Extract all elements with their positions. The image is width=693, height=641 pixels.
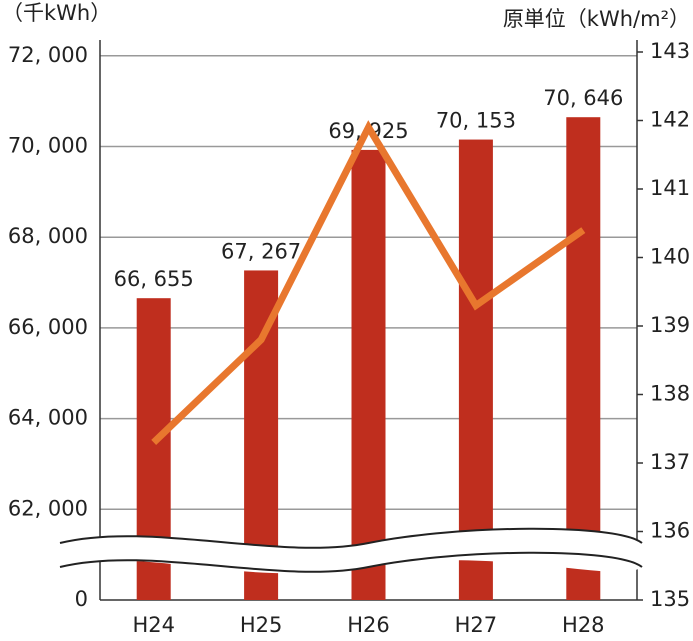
y-tick-label: 0 bbox=[75, 587, 88, 611]
bar bbox=[351, 149, 386, 600]
y-tick-label: 64, 000 bbox=[8, 406, 88, 430]
y-tick-label: 66, 000 bbox=[8, 315, 88, 339]
line-series bbox=[151, 120, 586, 445]
y2-tick-label: 141 bbox=[650, 176, 690, 200]
x-tick-label: H27 bbox=[455, 613, 498, 637]
y-tick-label: 62, 000 bbox=[8, 496, 88, 520]
axis-break-edge bbox=[59, 551, 643, 573]
bar bbox=[458, 139, 493, 600]
y2-tick-label: 138 bbox=[650, 382, 690, 406]
y2-tick-label: 137 bbox=[650, 450, 690, 474]
bar-value-label: 67, 267 bbox=[221, 239, 301, 263]
y-tick-label: 70, 000 bbox=[8, 134, 88, 158]
x-tick-label: H24 bbox=[132, 613, 175, 637]
y2-tick-label: 142 bbox=[650, 108, 690, 132]
y-axis-label: （千kWh） bbox=[2, 1, 111, 25]
y-tick-label: 68, 000 bbox=[8, 224, 88, 248]
bar-value-label: 70, 646 bbox=[543, 86, 623, 110]
x-tick-label: H26 bbox=[347, 613, 390, 637]
x-tick-label: H28 bbox=[562, 613, 605, 637]
bar-value-label: 70, 153 bbox=[436, 109, 516, 133]
y2-axis-label: 原単位（kWh/m²） bbox=[503, 7, 690, 31]
axis-break bbox=[60, 528, 642, 574]
y2-tick-label: 143 bbox=[650, 39, 690, 63]
y2-tick-label: 139 bbox=[650, 313, 690, 337]
bar-value-label: 66, 655 bbox=[114, 267, 194, 291]
axis-break-edge bbox=[59, 527, 643, 549]
y-tick-label: 72, 000 bbox=[8, 43, 88, 67]
y2-tick-label: 136 bbox=[650, 519, 690, 543]
y2-tick-label: 140 bbox=[650, 245, 690, 269]
x-tick-label: H25 bbox=[240, 613, 283, 637]
bar bbox=[566, 117, 601, 600]
y2-tick-label: 135 bbox=[650, 587, 690, 611]
